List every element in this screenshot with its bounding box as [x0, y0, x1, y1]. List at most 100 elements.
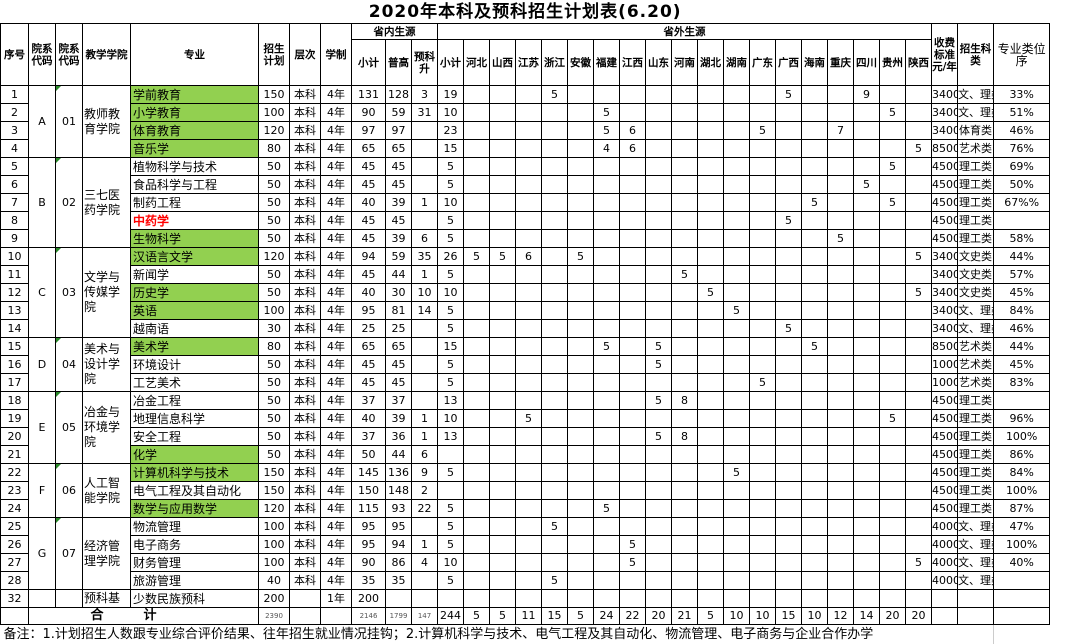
out-province-count: [802, 518, 828, 536]
rank: 40%: [994, 554, 1050, 572]
total-out-province: 20: [906, 608, 932, 625]
out-province-count: 5: [698, 284, 724, 302]
rank: 76%: [994, 140, 1050, 158]
total-out-province: 5: [568, 608, 594, 625]
out-province-count: [776, 536, 802, 554]
out-province-count: [880, 302, 906, 320]
level: 本科: [290, 428, 321, 446]
out-province-count: [516, 338, 542, 356]
out-province-count: [464, 230, 490, 248]
out-province-count: 5: [594, 104, 620, 122]
total-empty: [958, 608, 994, 625]
out-province-count: 5: [854, 176, 880, 194]
out-province-count: 5: [750, 122, 776, 140]
out-province-count: [724, 500, 750, 518]
in-province-regular: 148: [386, 482, 412, 500]
out-province-count: [854, 392, 880, 410]
in-province-total: 200: [352, 590, 386, 608]
level: 本科: [290, 176, 321, 194]
out-province-count: [906, 338, 932, 356]
out-province-count: [620, 158, 646, 176]
out-province-count: [464, 374, 490, 392]
major-name: 电子商务: [131, 536, 259, 554]
total-out-province: 5: [490, 608, 516, 625]
total-out-province: 10: [802, 608, 828, 625]
out-province-count: [672, 194, 698, 212]
fee: 4000: [932, 518, 958, 536]
college-name: 三七医药学院: [83, 158, 131, 248]
rank: 67%%: [994, 194, 1050, 212]
out-province-count: [594, 284, 620, 302]
out-province-count: [906, 176, 932, 194]
out-province-count: [594, 230, 620, 248]
out-province-count: [464, 572, 490, 590]
out-province-count: [594, 86, 620, 104]
out-province-count: [854, 140, 880, 158]
dept-letter: F: [29, 464, 56, 518]
out-province-count: [464, 500, 490, 518]
out-province-count: [776, 392, 802, 410]
in-province-total: 40: [352, 410, 386, 428]
major-name: 历史学: [131, 284, 259, 302]
category: 文、理类: [958, 554, 994, 572]
rank: 83%: [994, 374, 1050, 392]
out-province-count: [542, 284, 568, 302]
in-province-prep: 31: [412, 104, 438, 122]
level: 本科: [290, 482, 321, 500]
total-out-province: 12: [828, 608, 854, 625]
out-province-count: [776, 464, 802, 482]
out-province-total: 5: [438, 572, 464, 590]
out-province-count: [490, 446, 516, 464]
out-province-count: [776, 500, 802, 518]
out-province-count: [906, 302, 932, 320]
out-province-total: 10: [438, 554, 464, 572]
out-province-count: 5: [594, 122, 620, 140]
in-province-prep: [412, 392, 438, 410]
fee: 4500: [932, 212, 958, 230]
out-province-count: [516, 428, 542, 446]
out-province-count: [854, 428, 880, 446]
plan-count: 100: [259, 554, 290, 572]
out-province-count: [802, 176, 828, 194]
out-province-count: [568, 374, 594, 392]
out-province-count: [516, 212, 542, 230]
title-text: 2020年本科及预科招生计划表(6.20): [369, 2, 682, 22]
in-province-regular: 35: [386, 572, 412, 590]
plan-count: 50: [259, 230, 290, 248]
total-out-province: 20: [646, 608, 672, 625]
in-province-prep: [412, 374, 438, 392]
in-province-regular: 65: [386, 338, 412, 356]
level: 本科: [290, 104, 321, 122]
out-province-count: [880, 212, 906, 230]
out-province-count: [906, 446, 932, 464]
out-province-count: [802, 590, 828, 608]
out-province-count: [672, 554, 698, 572]
out-province-count: [854, 104, 880, 122]
out-province-count: [464, 410, 490, 428]
out-province-count: [698, 428, 724, 446]
out-province-count: [542, 194, 568, 212]
years: 4年: [321, 158, 352, 176]
out-province-count: 5: [620, 554, 646, 572]
out-province-count: [880, 518, 906, 536]
row-number: 28: [1, 572, 29, 590]
out-province-count: [698, 536, 724, 554]
out-province-count: [464, 428, 490, 446]
row-number: 17: [1, 374, 29, 392]
out-province-count: [490, 230, 516, 248]
total-out-province: 11: [516, 608, 542, 625]
out-province-count: [828, 338, 854, 356]
out-province-count: [854, 446, 880, 464]
out-province-count: [672, 158, 698, 176]
note-row: 备注：1.计划招生人数跟专业综合评价结果、往年招生就业情况挂钩；2.计算机科学与…: [1, 625, 1068, 644]
total-out-province: 14: [854, 608, 880, 625]
plan-count: 200: [259, 590, 290, 608]
out-province-count: [854, 464, 880, 482]
out-province-count: [698, 338, 724, 356]
in-province-total: 150: [352, 482, 386, 500]
total-out-province: 10: [724, 608, 750, 625]
in-province-prep: [412, 356, 438, 374]
out-province-count: [724, 86, 750, 104]
